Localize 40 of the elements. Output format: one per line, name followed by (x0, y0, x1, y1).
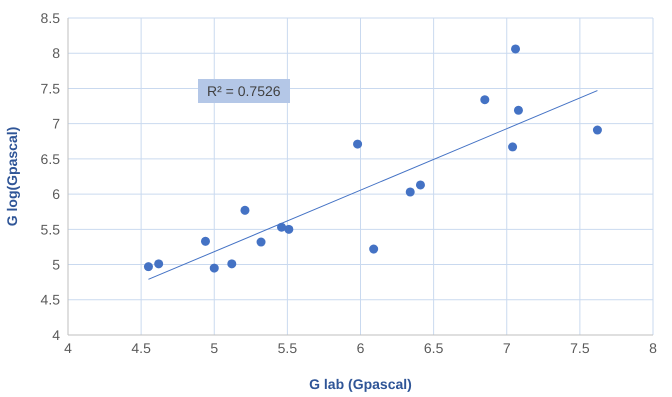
point (406, 187, 415, 197)
point (210, 264, 219, 273)
point (154, 259, 164, 268)
x-tick-label: 6.5 (424, 340, 444, 356)
y-tick-label: 4.5 (40, 292, 60, 308)
annotation: R² = 0.7526 (198, 79, 290, 103)
y-axis-title: G log(Gpascal) (4, 126, 20, 226)
x-tick-label: 7.5 (570, 340, 590, 356)
y-tick-label: 5.5 (40, 221, 60, 238)
point (508, 142, 518, 152)
x-tick-label: 8 (649, 340, 658, 356)
x-tick-label: 5 (210, 340, 218, 356)
point (369, 244, 378, 254)
point (277, 222, 286, 232)
point (480, 95, 490, 104)
point (256, 238, 266, 247)
point (284, 224, 294, 234)
y-tick-label: 6 (52, 186, 60, 202)
point (511, 44, 520, 54)
point (353, 140, 362, 149)
x-tick-label: 7 (502, 340, 511, 356)
point (227, 259, 236, 268)
x-axis-title: G lab (Gpascal) (309, 376, 412, 392)
point (514, 106, 523, 115)
y-tick-label: 7 (52, 116, 60, 132)
point (592, 126, 602, 135)
y-tick-label: 8.5 (40, 10, 60, 26)
y-tick-label: 4 (52, 326, 60, 343)
point (240, 206, 250, 215)
x-tick-label: 5.5 (278, 340, 298, 356)
y-tick-label: 5 (52, 256, 60, 273)
x-tick-label: 4 (64, 340, 72, 356)
y-tick-label: 8 (52, 45, 60, 62)
y-tick-label: 6.5 (40, 150, 60, 167)
point (416, 180, 425, 190)
point (144, 262, 153, 272)
y-tick-label: 7.5 (40, 80, 60, 96)
point (200, 236, 210, 246)
x-tick-label: 6 (356, 340, 365, 356)
x-tick-label: 4.5 (131, 340, 152, 356)
